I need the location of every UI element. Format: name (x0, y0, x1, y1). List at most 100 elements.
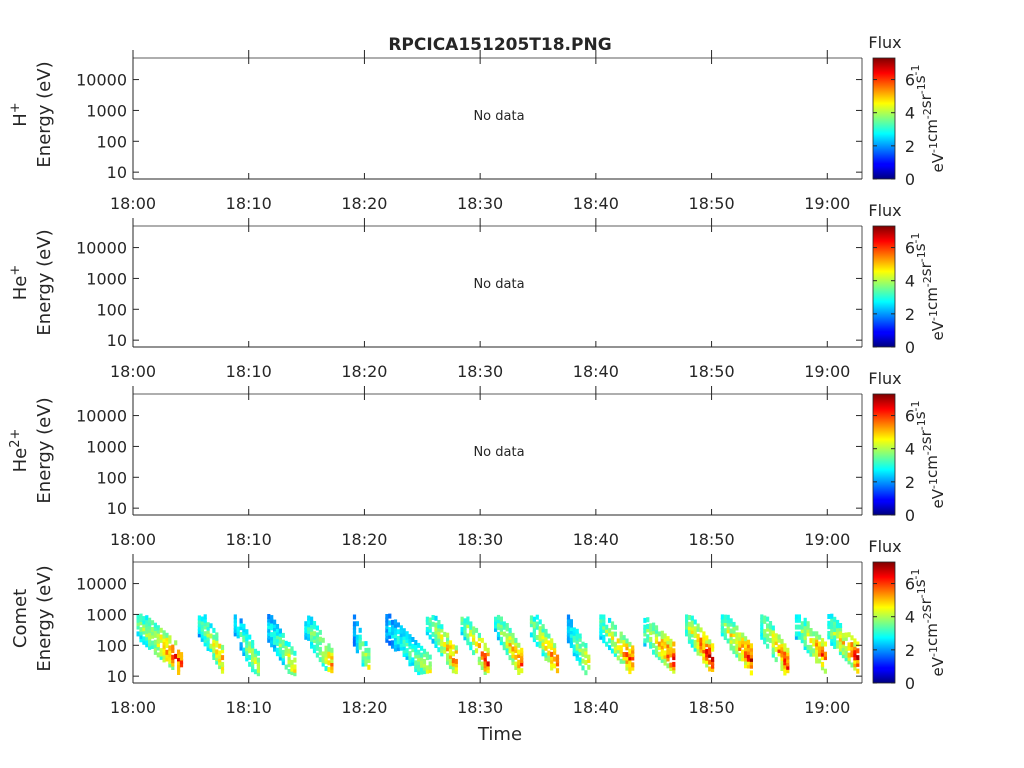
spectrogram-cell (177, 670, 181, 675)
spectrogram-cell (605, 628, 609, 634)
spectrogram-cell (304, 631, 308, 637)
spectrogram-cell (830, 623, 834, 629)
colorbar-unit-label: eV-1cm-2sr-1s-1 (909, 400, 947, 508)
spectrogram-cell (267, 634, 271, 640)
spectrogram-cell (290, 649, 294, 655)
spectrogram-cell (352, 614, 357, 620)
spectrogram-cell (823, 655, 827, 661)
spectrogram-cell (233, 621, 237, 627)
spectrogram-cell (212, 655, 216, 660)
spectrogram-cell (729, 621, 733, 627)
spectrogram-cell (428, 664, 432, 670)
spectrogram-cell (535, 614, 539, 620)
spectrogram-cell (654, 635, 659, 641)
spectrogram-cell (613, 651, 617, 657)
panel-1: 18:00 18:10 18:20 18:30 18:40 18:50 19:00 10 100… (8, 33, 947, 213)
spectrogram-cell (729, 642, 733, 648)
colorbar (872, 225, 896, 348)
spectrogram-cell (451, 661, 455, 667)
spectrogram-cell (693, 619, 697, 625)
spectrogram-cell (358, 644, 362, 650)
spectrogram-cell (696, 633, 700, 639)
spectrogram-cell (726, 621, 730, 627)
spectrogram-cell (610, 624, 615, 630)
spectrogram-cell (355, 638, 359, 644)
spectrogram-cell (483, 659, 487, 665)
spectrogram-cell (553, 649, 557, 655)
spectrogram-cell (206, 639, 210, 645)
spectrogram-cell (466, 623, 470, 629)
spectrogram-cell (209, 647, 213, 653)
spectrogram-cell (631, 662, 635, 668)
spectrogram-cell (690, 622, 694, 628)
spectrogram-cell (233, 614, 237, 620)
spectrogram-cell (838, 643, 843, 649)
spectrogram-cell (391, 626, 395, 632)
spectrogram-cell (212, 651, 216, 657)
spectrogram-cell (830, 617, 834, 623)
spectrogram-cell (538, 619, 542, 625)
x-axis-label: Time (477, 724, 522, 745)
spectrogram-cell (774, 640, 778, 646)
spectrogram-cell (451, 651, 455, 657)
spectrogram-cell (437, 647, 441, 653)
spectrogram-cell (391, 643, 395, 649)
spectrogram-cell (162, 650, 166, 656)
spectrogram-cell (270, 638, 274, 644)
spectrogram-cell (550, 645, 554, 651)
spectrogram-cell (566, 614, 571, 620)
spectrogram-cell (768, 624, 773, 630)
spectrogram-cell (666, 636, 670, 642)
spectrogram-cell (508, 627, 512, 633)
spectrogram-cell (142, 616, 146, 622)
colorbar-tick-label: 4 (905, 272, 915, 291)
spectrogram-cell (738, 656, 742, 662)
spectrogram-cell (702, 638, 706, 644)
spectrogram-cell (578, 657, 582, 663)
colorbar-tick-label: 6 (905, 239, 915, 258)
spectrogram-cell (628, 658, 632, 664)
spectrogram-cell (699, 627, 703, 633)
spectrogram-cell (806, 624, 810, 630)
x-tick-label: 18:40 (573, 194, 619, 213)
spectrogram-cell (139, 630, 143, 636)
spectrogram-cell (411, 660, 415, 666)
spectrogram-cell (310, 640, 314, 646)
spectrogram-cell (541, 630, 545, 636)
spectrogram-cell (841, 653, 845, 659)
spectrogram-cell (708, 659, 712, 665)
spectrogram-cell (179, 652, 184, 658)
spectrogram-cell (437, 630, 441, 636)
spectrogram-cell (587, 664, 591, 670)
spectrogram-cell (480, 665, 484, 670)
spectrogram-cell (602, 624, 606, 630)
spectrogram-cell (578, 647, 582, 653)
spectrogram-cell (538, 639, 542, 645)
spectrogram-cell (768, 631, 773, 637)
spectrogram-cell (815, 658, 819, 664)
spectrogram-cell (631, 648, 635, 654)
spectrogram-cell (408, 637, 412, 643)
spectrogram-cell (293, 657, 297, 663)
spectrogram-cell (159, 654, 163, 660)
spectrogram-cell (443, 631, 447, 637)
spectrogram-cell (696, 637, 700, 643)
spectrogram-cell (654, 632, 659, 638)
spectrogram-cell (399, 632, 403, 638)
spectrogram-cell (505, 646, 509, 652)
spectrogram-cell (850, 635, 854, 641)
spectrogram-cell (806, 644, 810, 650)
spectrogram-cell (218, 664, 222, 670)
spectrogram-cell (402, 628, 406, 634)
spectrogram-cell (273, 623, 277, 628)
spectrogram-cell (405, 654, 409, 660)
spectrogram-cell (148, 634, 152, 640)
spectrogram-cell (774, 646, 778, 652)
spectrogram-cell (853, 638, 857, 644)
spectrogram-cell (693, 626, 697, 632)
spectrogram-cell (248, 655, 252, 660)
spectrogram-cell (575, 628, 579, 634)
spectrogram-cell (708, 639, 712, 645)
spectrogram-cell (732, 632, 736, 638)
spectrogram-cell (726, 638, 730, 644)
